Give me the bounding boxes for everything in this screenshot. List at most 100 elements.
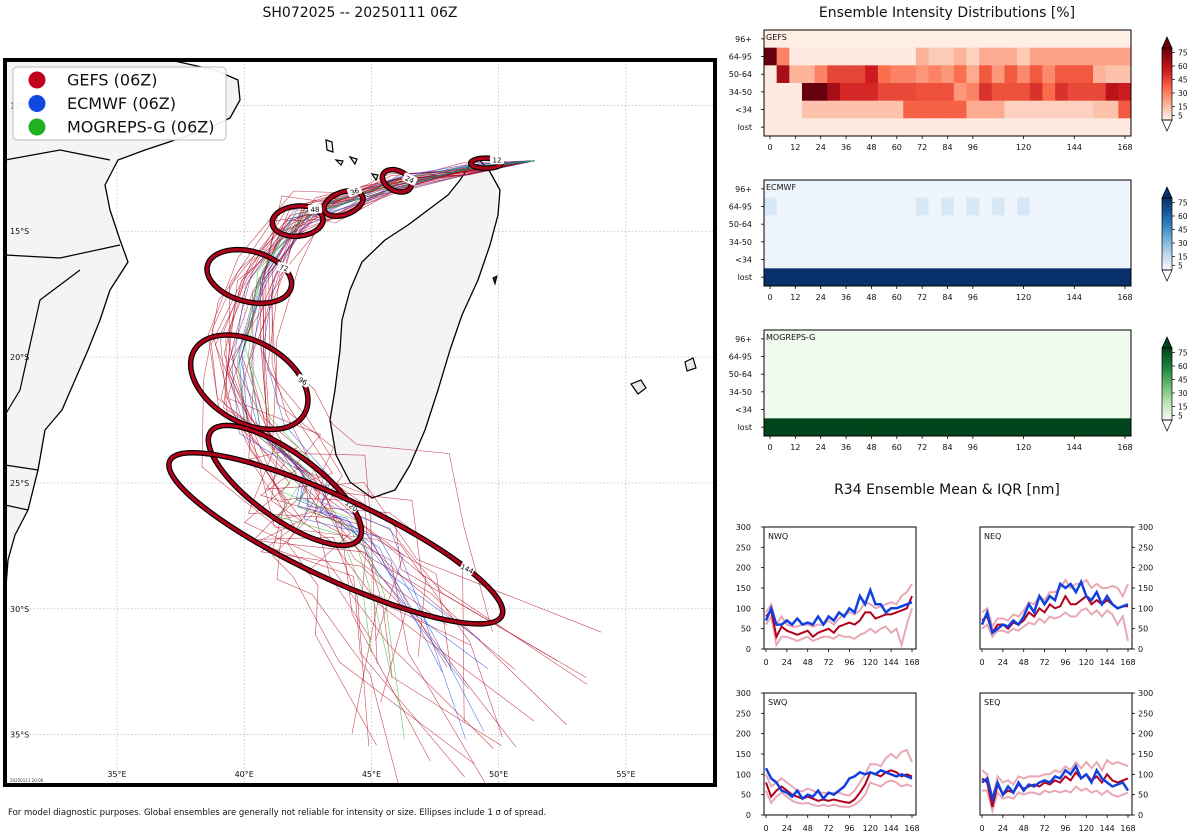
- r34-y-tick-label: 200: [1138, 564, 1153, 573]
- heatmap-cell: [814, 100, 828, 119]
- r34-x-tick-label: 96: [844, 824, 854, 833]
- r34-panel-neq: NEQ 0 50 100 150 200 250 300 0 24 48 72 96 120 144 168: [979, 523, 1153, 667]
- ellipse-fill: [380, 168, 413, 194]
- heatmap-cell: [1093, 365, 1107, 384]
- heatmap-cell: [764, 197, 778, 216]
- heatmap-cell: [776, 400, 790, 419]
- heatmap-cell: [877, 65, 891, 84]
- gefs-iqr-upper-line: [765, 748, 913, 797]
- heatmap-cell: [1067, 330, 1081, 349]
- heatmap-cell: [877, 233, 891, 252]
- heatmap-cell: [1004, 233, 1018, 252]
- ellipse-fill: [270, 204, 325, 238]
- heatmap-cell: [1080, 418, 1094, 437]
- heatmap-cell: [789, 418, 803, 437]
- heatmap-cell: [991, 250, 1005, 269]
- heatmap-cell: [852, 268, 866, 287]
- heatmap-cell: [877, 418, 891, 437]
- heatmap-cell: [1017, 250, 1031, 269]
- heatmap-cell: [764, 400, 778, 419]
- heatmap-x-tick-label: 12: [790, 443, 800, 452]
- heatmap-cell: [852, 233, 866, 252]
- heatmap-cell: [1004, 383, 1018, 402]
- heatmap-cell: [1067, 65, 1081, 84]
- heatmap-cell: [1093, 65, 1107, 84]
- heatmap-cell: [1105, 180, 1119, 199]
- heatmap-cell: [928, 100, 942, 119]
- colorbar-segment: [1162, 222, 1172, 226]
- heatmap-cell: [1029, 215, 1043, 234]
- heatmap-cell: [764, 100, 778, 119]
- heatmap-cell: [1029, 197, 1043, 216]
- heatmap-cell: [1042, 100, 1056, 119]
- ellipse-fill: [189, 333, 310, 432]
- lon-tick-label: 55°E: [616, 770, 635, 779]
- r34-x-tick-label: 144: [1100, 824, 1115, 833]
- ellipse-hour-label: 12: [493, 157, 502, 165]
- heatmap-cell: [979, 180, 993, 199]
- heatmap-cell: [865, 233, 879, 252]
- heatmap-cell: [1017, 100, 1031, 119]
- heatmap-cell: [903, 400, 917, 419]
- heatmap-cell: [839, 100, 853, 119]
- colorbar-segment: [1162, 243, 1172, 247]
- colorbar-segment: [1162, 237, 1172, 241]
- r34-quadrant-label: SEQ: [984, 698, 1000, 707]
- heatmap-cell: [1093, 330, 1107, 349]
- heatmap-cell: [1080, 197, 1094, 216]
- heatmap-cell: [890, 250, 904, 269]
- heatmap-cell: [890, 197, 904, 216]
- heatmap-cell: [1017, 330, 1031, 349]
- heatmap-cell: [979, 215, 993, 234]
- colorbar-segment: [1162, 261, 1172, 265]
- heatmap-cell: [966, 47, 980, 66]
- heatmap-row-label: 50-64: [729, 370, 752, 379]
- heatmap-cell: [1118, 347, 1132, 366]
- heatmap-cell: [1105, 347, 1119, 366]
- heatmap-cell: [852, 180, 866, 199]
- heatmap-cell: [928, 330, 942, 349]
- heatmap-cell: [1067, 233, 1081, 252]
- heatmap-cell: [1004, 65, 1018, 84]
- heatmap-cell: [1017, 268, 1031, 287]
- lon-tick-label: 35°E: [107, 770, 126, 779]
- heatmap-cell: [979, 268, 993, 287]
- heatmap-cell: [1042, 47, 1056, 66]
- colorbar-tick-label: 60: [1178, 212, 1188, 221]
- country-border: [5, 464, 39, 471]
- heatmap-cell: [903, 180, 917, 199]
- heatmap-cell: [1004, 400, 1018, 419]
- heatmap-cell: [1093, 83, 1107, 102]
- heatmap-cell: [801, 347, 816, 366]
- ensemble-tracks: [201, 160, 602, 785]
- r34-quadrant-label: NWQ: [768, 532, 788, 541]
- ecmwf-mean-line: [980, 578, 1129, 635]
- heatmap-x-tick-label: 96: [968, 293, 978, 302]
- heatmap-cell: [1118, 215, 1132, 234]
- heatmap-cell: [941, 118, 955, 137]
- heatmap-cell: [1029, 347, 1043, 366]
- heatmap-cell: [827, 400, 841, 419]
- colorbar-segment: [1162, 393, 1172, 397]
- heatmap-x-tick-label: 36: [841, 293, 851, 302]
- heatmap-cell: [890, 30, 904, 49]
- ellipse-label-bg: [307, 204, 323, 214]
- gefs-iqr-lower-line: [765, 607, 913, 649]
- r34-y-tick-label: 200: [736, 730, 751, 739]
- heatmap-cell: [827, 215, 841, 234]
- colorbar-segment: [1162, 201, 1172, 205]
- r34-x-tick-label: 96: [844, 658, 854, 667]
- heatmap-cell: [928, 418, 942, 437]
- heatmap-cell: [1105, 233, 1119, 252]
- heatmap-cell: [1017, 83, 1031, 102]
- heatmap-cell: [814, 400, 828, 419]
- heatmap-cell: [1055, 418, 1069, 437]
- heatmap-cell: [865, 268, 879, 287]
- heatmap-cell: [1105, 47, 1119, 66]
- r34-y-tick-label: 250: [736, 543, 751, 552]
- colorbar-segment: [1162, 231, 1172, 235]
- heatmap-row-label: 96+: [735, 335, 752, 344]
- lat-tick-label: 15°S: [10, 227, 29, 236]
- heatmap-cell: [877, 250, 891, 269]
